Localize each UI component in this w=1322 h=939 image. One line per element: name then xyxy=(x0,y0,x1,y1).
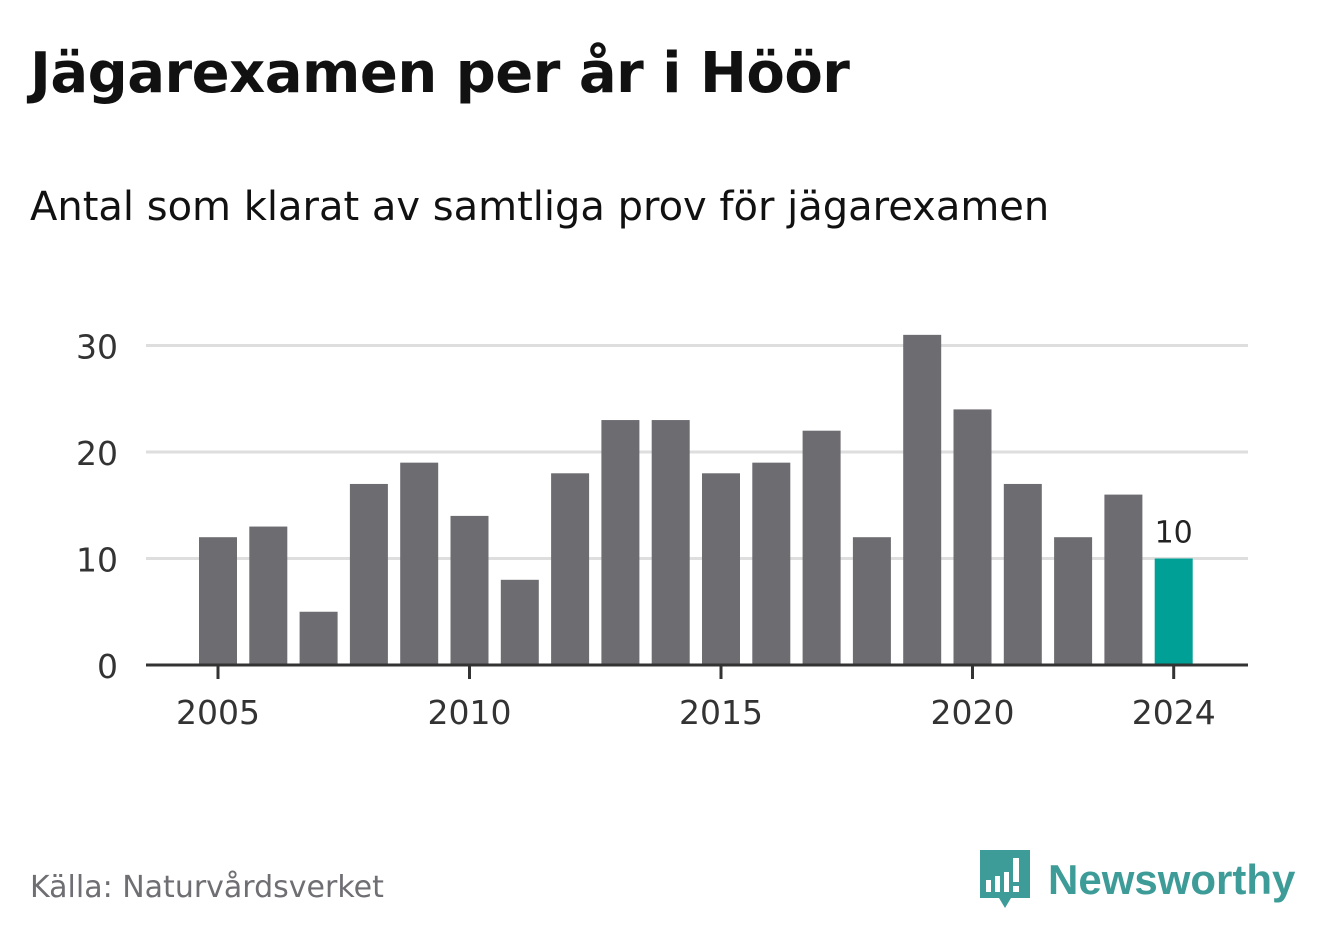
brand-name: Newsworthy xyxy=(1048,856,1296,903)
bar-2005 xyxy=(199,537,237,665)
y-tick-label: 10 xyxy=(76,541,118,580)
bar-2010 xyxy=(450,515,489,665)
bar-2022 xyxy=(1054,537,1093,665)
bar-2017 xyxy=(802,430,841,665)
x-tick-label: 2005 xyxy=(176,693,260,732)
chart-subtitle: Antal som klarat av samtliga prov för jä… xyxy=(30,184,1050,230)
bar-2012 xyxy=(551,473,590,665)
bar-2013 xyxy=(601,420,640,665)
newsworthy-logo-icon xyxy=(980,850,1030,908)
data-label-2024: 10 xyxy=(1155,516,1193,551)
y-tick-label: 30 xyxy=(76,328,118,367)
bar-2014 xyxy=(651,420,690,665)
bar-2016 xyxy=(752,462,791,665)
x-tick-label: 2015 xyxy=(679,693,763,732)
bar-2021 xyxy=(1003,483,1042,665)
y-tick-label: 20 xyxy=(76,434,118,473)
bar-2009 xyxy=(400,462,439,665)
bar-2006 xyxy=(249,526,288,665)
bar-2018 xyxy=(852,537,891,665)
bar-2024 xyxy=(1154,558,1193,665)
chart-title: Jägarexamen per år i Höör xyxy=(30,41,850,106)
bar-2011 xyxy=(500,579,539,665)
brand-logo[interactable]: Newsworthy xyxy=(980,850,1295,910)
source-note: Källa: Naturvårdsverket xyxy=(30,870,384,905)
bar-2015 xyxy=(702,473,740,665)
bar-2023 xyxy=(1104,494,1143,665)
bar-2008 xyxy=(349,483,388,665)
bar-2019 xyxy=(903,334,942,665)
x-tick-label: 2020 xyxy=(931,693,1015,732)
x-tick-label: 2024 xyxy=(1132,693,1216,732)
bar-2007 xyxy=(299,611,338,665)
x-tick-label: 2010 xyxy=(428,693,512,732)
bar-chart: 0 10 20 30 2005 2010 2015 2020 2024 10 xyxy=(76,328,1248,732)
y-tick-label: 0 xyxy=(97,647,118,686)
bar-2020 xyxy=(953,409,992,665)
